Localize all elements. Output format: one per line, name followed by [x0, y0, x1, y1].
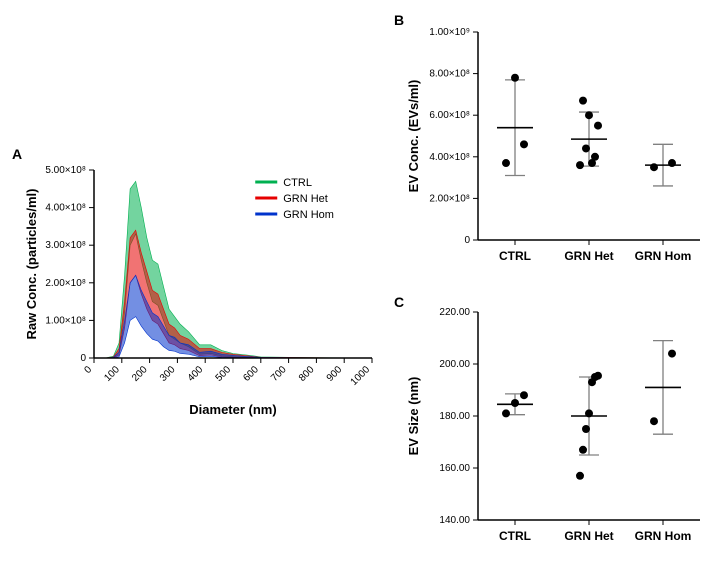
svg-text:1.00×10⁸: 1.00×10⁸ — [45, 315, 86, 326]
svg-text:GRN Hom: GRN Hom — [635, 529, 692, 543]
svg-text:3.00×10⁸: 3.00×10⁸ — [45, 240, 86, 251]
svg-text:220.00: 220.00 — [439, 307, 470, 318]
svg-text:500: 500 — [214, 364, 234, 384]
chart-raw-conc: 0 1.00×10⁸ 2.00×10⁸ 3.00×10⁸ 4.00×10⁸ 5.00×10… — [20, 160, 380, 420]
svg-text:600: 600 — [241, 364, 261, 384]
svg-text:180.00: 180.00 — [439, 411, 470, 422]
svg-text:700: 700 — [269, 364, 289, 384]
svg-text:6.00×10⁸: 6.00×10⁸ — [429, 110, 470, 121]
svg-text:5.00×10⁸: 5.00×10⁸ — [45, 165, 86, 176]
svg-text:CTRL: CTRL — [283, 177, 312, 189]
svg-text:CTRL: CTRL — [499, 249, 531, 263]
svg-text:Raw Conc. (particles/ml): Raw Conc. (particles/ml) — [24, 189, 39, 340]
svg-text:200.00: 200.00 — [439, 359, 470, 370]
svg-text:EV Conc. (EVs/ml): EV Conc. (EVs/ml) — [406, 80, 421, 193]
svg-text:0: 0 — [82, 364, 94, 376]
svg-text:4.00×10⁸: 4.00×10⁸ — [429, 152, 470, 163]
svg-text:400: 400 — [186, 364, 206, 384]
svg-text:2.00×10⁸: 2.00×10⁸ — [45, 278, 86, 289]
svg-text:EV Size (nm): EV Size (nm) — [406, 377, 421, 456]
svg-text:8.00×10⁸: 8.00×10⁸ — [429, 69, 470, 80]
svg-text:GRN Hom: GRN Hom — [635, 249, 692, 263]
svg-text:1.00×10⁹: 1.00×10⁹ — [429, 27, 470, 38]
svg-text:GRN Hom: GRN Hom — [283, 209, 334, 221]
svg-text:300: 300 — [158, 364, 178, 384]
chart-ev-conc: 0 2.00×10⁸ 4.00×10⁸ 6.00×10⁸ 8.00×10⁸ 1.00×10… — [400, 20, 710, 280]
svg-text:CTRL: CTRL — [499, 529, 531, 543]
svg-text:2.00×10⁸: 2.00×10⁸ — [429, 193, 470, 204]
chart-ev-size: 140.00 160.00 180.00 200.00 220.00 EV Size (n… — [400, 300, 710, 560]
svg-text:200: 200 — [130, 364, 150, 384]
svg-text:0: 0 — [80, 353, 86, 364]
svg-text:4.00×10⁸: 4.00×10⁸ — [45, 203, 86, 214]
svg-text:0: 0 — [464, 235, 470, 246]
svg-text:Diameter (nm): Diameter (nm) — [189, 402, 276, 417]
svg-text:1000: 1000 — [349, 364, 373, 388]
svg-text:100: 100 — [102, 364, 122, 384]
svg-text:800: 800 — [297, 364, 317, 384]
svg-text:140.00: 140.00 — [439, 515, 470, 526]
svg-text:160.00: 160.00 — [439, 463, 470, 474]
svg-text:GRN Het: GRN Het — [283, 193, 328, 205]
svg-text:GRN Het: GRN Het — [564, 529, 613, 543]
svg-text:900: 900 — [325, 364, 345, 384]
svg-text:GRN Het: GRN Het — [564, 249, 613, 263]
